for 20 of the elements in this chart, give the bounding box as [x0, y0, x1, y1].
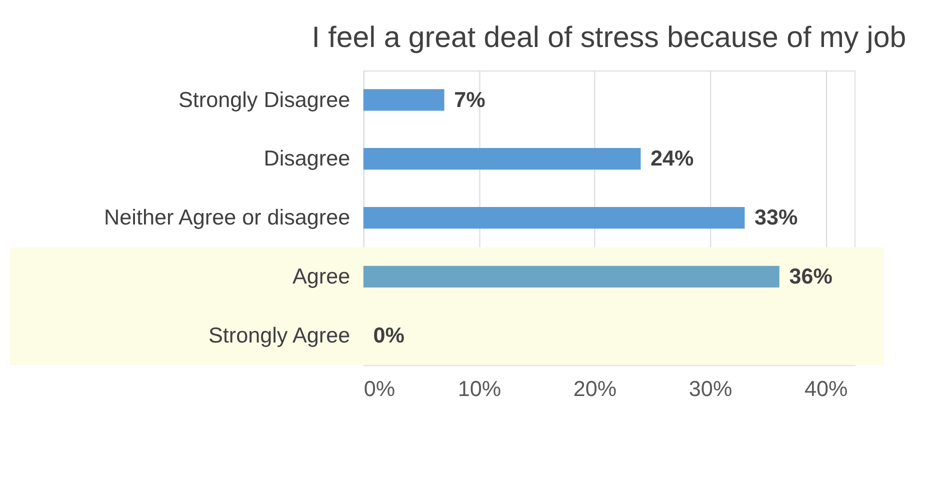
data-label: 24%: [650, 146, 694, 171]
x-tick-label: 40%: [804, 376, 848, 402]
y-tick-label: Neither Agree or disagree: [104, 204, 350, 230]
data-label: 7%: [454, 86, 486, 112]
chart-title: I feel a great deal of stress because of my job: [312, 20, 906, 54]
x-tick-label: 20%: [573, 376, 617, 402]
x-tick-label: 30%: [688, 376, 732, 402]
y-tick-label: Disagree: [264, 146, 350, 171]
bar: [363, 148, 641, 170]
x-tick-label: 0%: [364, 376, 396, 402]
data-label: 33%: [754, 204, 798, 230]
bar: [363, 89, 444, 111]
data-label: 0%: [373, 322, 404, 348]
y-tick-label: Agree: [292, 264, 350, 289]
y-tick-label: Strongly Disagree: [178, 86, 350, 112]
data-label: 36%: [789, 264, 832, 289]
x-tick-label: 10%: [458, 376, 502, 402]
bar: [363, 266, 780, 288]
bar: [363, 206, 745, 229]
y-tick-label: Strongly Agree: [208, 322, 350, 348]
